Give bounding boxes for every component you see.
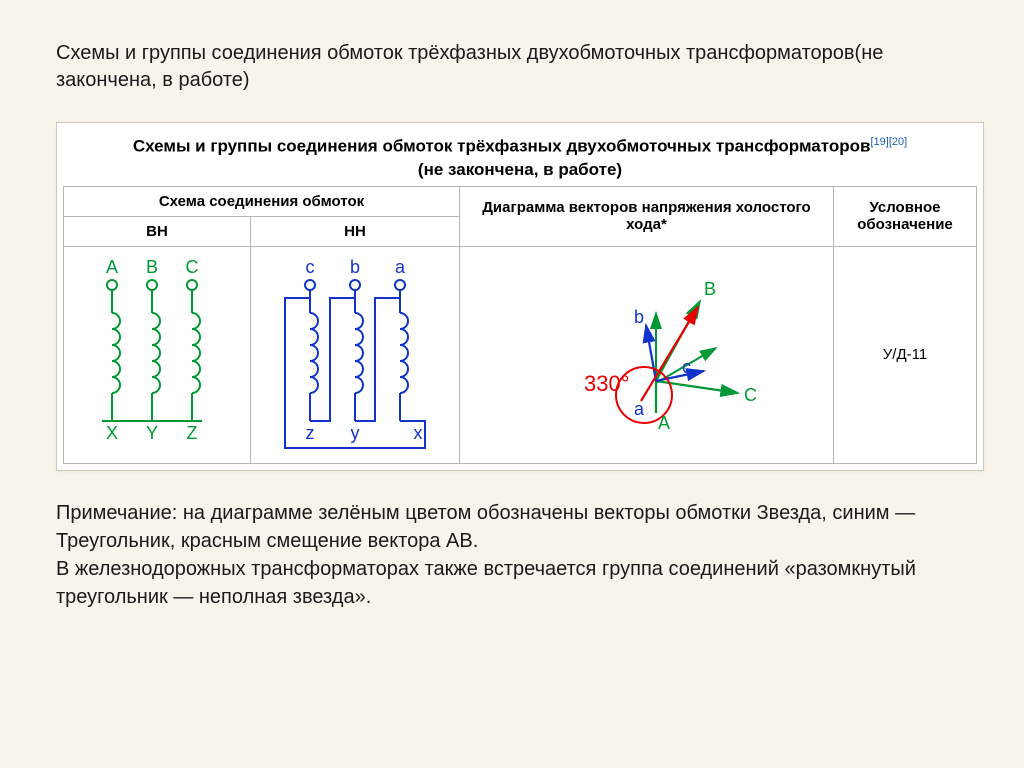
header-hh: НН <box>250 216 459 246</box>
lv-label-y: y <box>350 423 359 443</box>
figure-title-line2: (не закончена, в работе) <box>418 160 622 179</box>
header-bh: ВН <box>64 216 251 246</box>
figure-title: Схемы и группы соединения обмоток трёхфа… <box>63 129 977 186</box>
lv-label-z: z <box>305 423 314 443</box>
vec-label-C: C <box>744 385 757 405</box>
figure-container: Схемы и группы соединения обмоток трёхфа… <box>56 122 984 471</box>
hv-label-B: B <box>146 257 158 277</box>
cell-vector-diagram: 330° A B C a b c <box>459 246 833 463</box>
lv-label-a: a <box>395 257 406 277</box>
angle-label: 330° <box>584 371 630 396</box>
cell-symbol: У/Д-11 <box>833 246 976 463</box>
header-scheme: Схема соединения обмоток <box>64 186 460 216</box>
lv-label-x: x <box>413 423 422 443</box>
hv-winding-svg: A X B Y <box>82 253 232 453</box>
figure-title-line1: Схемы и группы соединения обмоток трёхфа… <box>133 137 871 156</box>
vector-diagram-svg: 330° A B C a b c <box>486 253 806 453</box>
vec-label-c: c <box>682 357 691 377</box>
diagram-table: Схема соединения обмоток Диаграмма векто… <box>63 186 977 464</box>
lv-label-b: b <box>350 257 360 277</box>
hv-label-Y: Y <box>146 423 158 443</box>
figure-refs: [19][20] <box>870 136 907 148</box>
header-vector: Диаграмма векторов напряжения холостого … <box>459 186 833 246</box>
vec-label-A: A <box>658 413 670 433</box>
lv-label-c: c <box>305 257 314 277</box>
hv-label-X: X <box>106 423 118 443</box>
hv-label-C: C <box>185 257 198 277</box>
header-symbol: Условное обозначение <box>833 186 976 246</box>
cell-lv-diagram: c z b y a <box>250 246 459 463</box>
cell-hv-diagram: A X B Y <box>64 246 251 463</box>
vec-label-b: b <box>634 307 644 327</box>
vec-label-B: B <box>704 279 716 299</box>
lv-winding-svg: c z b y a <box>270 253 440 453</box>
intro-title: Схемы и группы соединения обмоток трёхфа… <box>56 40 984 94</box>
vec-label-a: a <box>634 399 645 419</box>
hv-label-A: A <box>106 257 118 277</box>
note-text: Примечание: на диаграмме зелёным цветом … <box>56 499 984 611</box>
hv-label-Z: Z <box>186 423 197 443</box>
